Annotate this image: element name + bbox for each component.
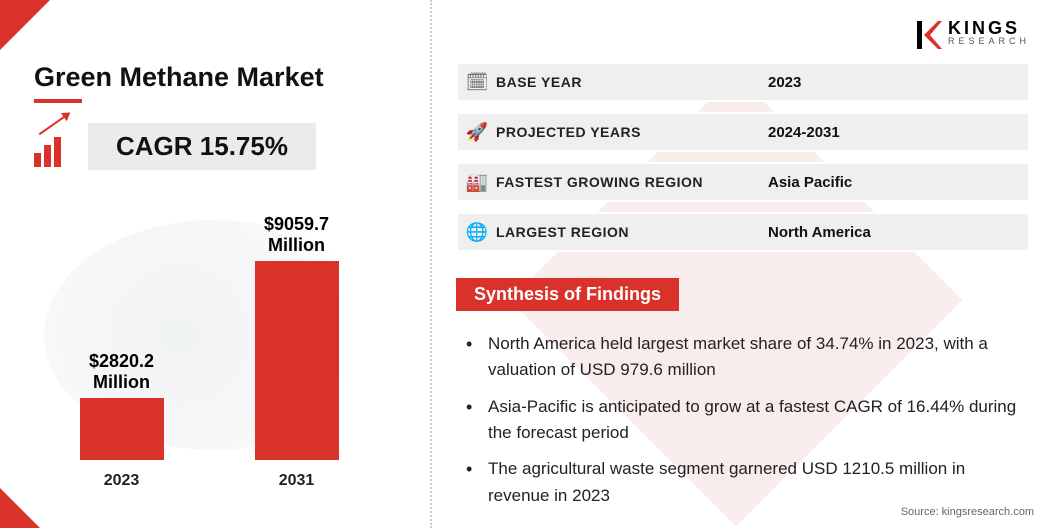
- title-underline: [34, 99, 82, 103]
- rocket-icon: 🚀: [458, 122, 496, 143]
- info-value: North America: [768, 224, 871, 241]
- finding-item: The agricultural waste segment garnered …: [466, 456, 1030, 509]
- synthesis-header: Synthesis of Findings: [456, 278, 679, 311]
- vertical-divider: [430, 0, 432, 528]
- info-label: BASE YEAR: [496, 74, 768, 90]
- info-table: 🗓BASE YEAR2023 🚀PROJECTED YEARS2024-2031 🏭…: [456, 62, 1030, 252]
- info-label: PROJECTED YEARS: [496, 124, 768, 140]
- logo-subtitle: RESEARCH: [948, 37, 1030, 46]
- bar-value-label: $2820.2Million: [89, 351, 154, 394]
- bar-category-label: 2023: [104, 472, 140, 490]
- growth-chart-icon: [34, 127, 74, 167]
- info-row: 🗓BASE YEAR2023: [456, 62, 1030, 102]
- factory-icon: 🏭: [458, 172, 496, 193]
- right-panel: 🗓BASE YEAR2023 🚀PROJECTED YEARS2024-2031 🏭…: [456, 62, 1030, 519]
- brand-logo: KINGS RESEARCH: [917, 14, 1030, 51]
- left-panel: Green Methane Market CAGR 15.75% $2820.2…: [0, 0, 430, 500]
- calendar-icon: 🗓: [458, 72, 496, 93]
- info-label: FASTEST GROWING REGION: [496, 174, 768, 190]
- logo-mark: [917, 14, 942, 51]
- info-row: 🚀PROJECTED YEARS2024-2031: [456, 112, 1030, 152]
- bar-value-label: $9059.7Million: [264, 214, 329, 257]
- chart-bar: $2820.2Million: [67, 351, 177, 460]
- info-row: 🌐LARGEST REGIONNorth America: [456, 212, 1030, 252]
- info-value: Asia Pacific: [768, 174, 852, 191]
- globe-icon: 🌐: [458, 222, 496, 243]
- bar-rect: [255, 261, 339, 460]
- info-label: LARGEST REGION: [496, 224, 768, 240]
- chart-bar: $9059.7Million: [242, 214, 352, 460]
- finding-item: North America held largest market share …: [466, 331, 1030, 384]
- cagr-row: CAGR 15.75%: [34, 123, 396, 170]
- page-title: Green Methane Market: [34, 62, 396, 93]
- market-bar-chart: $2820.2Million $9059.7Million 2023 2031: [34, 210, 404, 500]
- info-row: 🏭FASTEST GROWING REGIONAsia Pacific: [456, 162, 1030, 202]
- info-value: 2024-2031: [768, 124, 840, 141]
- logo-title: KINGS: [948, 19, 1030, 37]
- finding-item: Asia-Pacific is anticipated to grow at a…: [466, 394, 1030, 447]
- cagr-value: CAGR 15.75%: [88, 123, 316, 170]
- bar-category-label: 2031: [279, 472, 315, 490]
- info-value: 2023: [768, 74, 801, 91]
- bar-rect: [80, 398, 164, 460]
- findings-list: North America held largest market share …: [456, 331, 1030, 509]
